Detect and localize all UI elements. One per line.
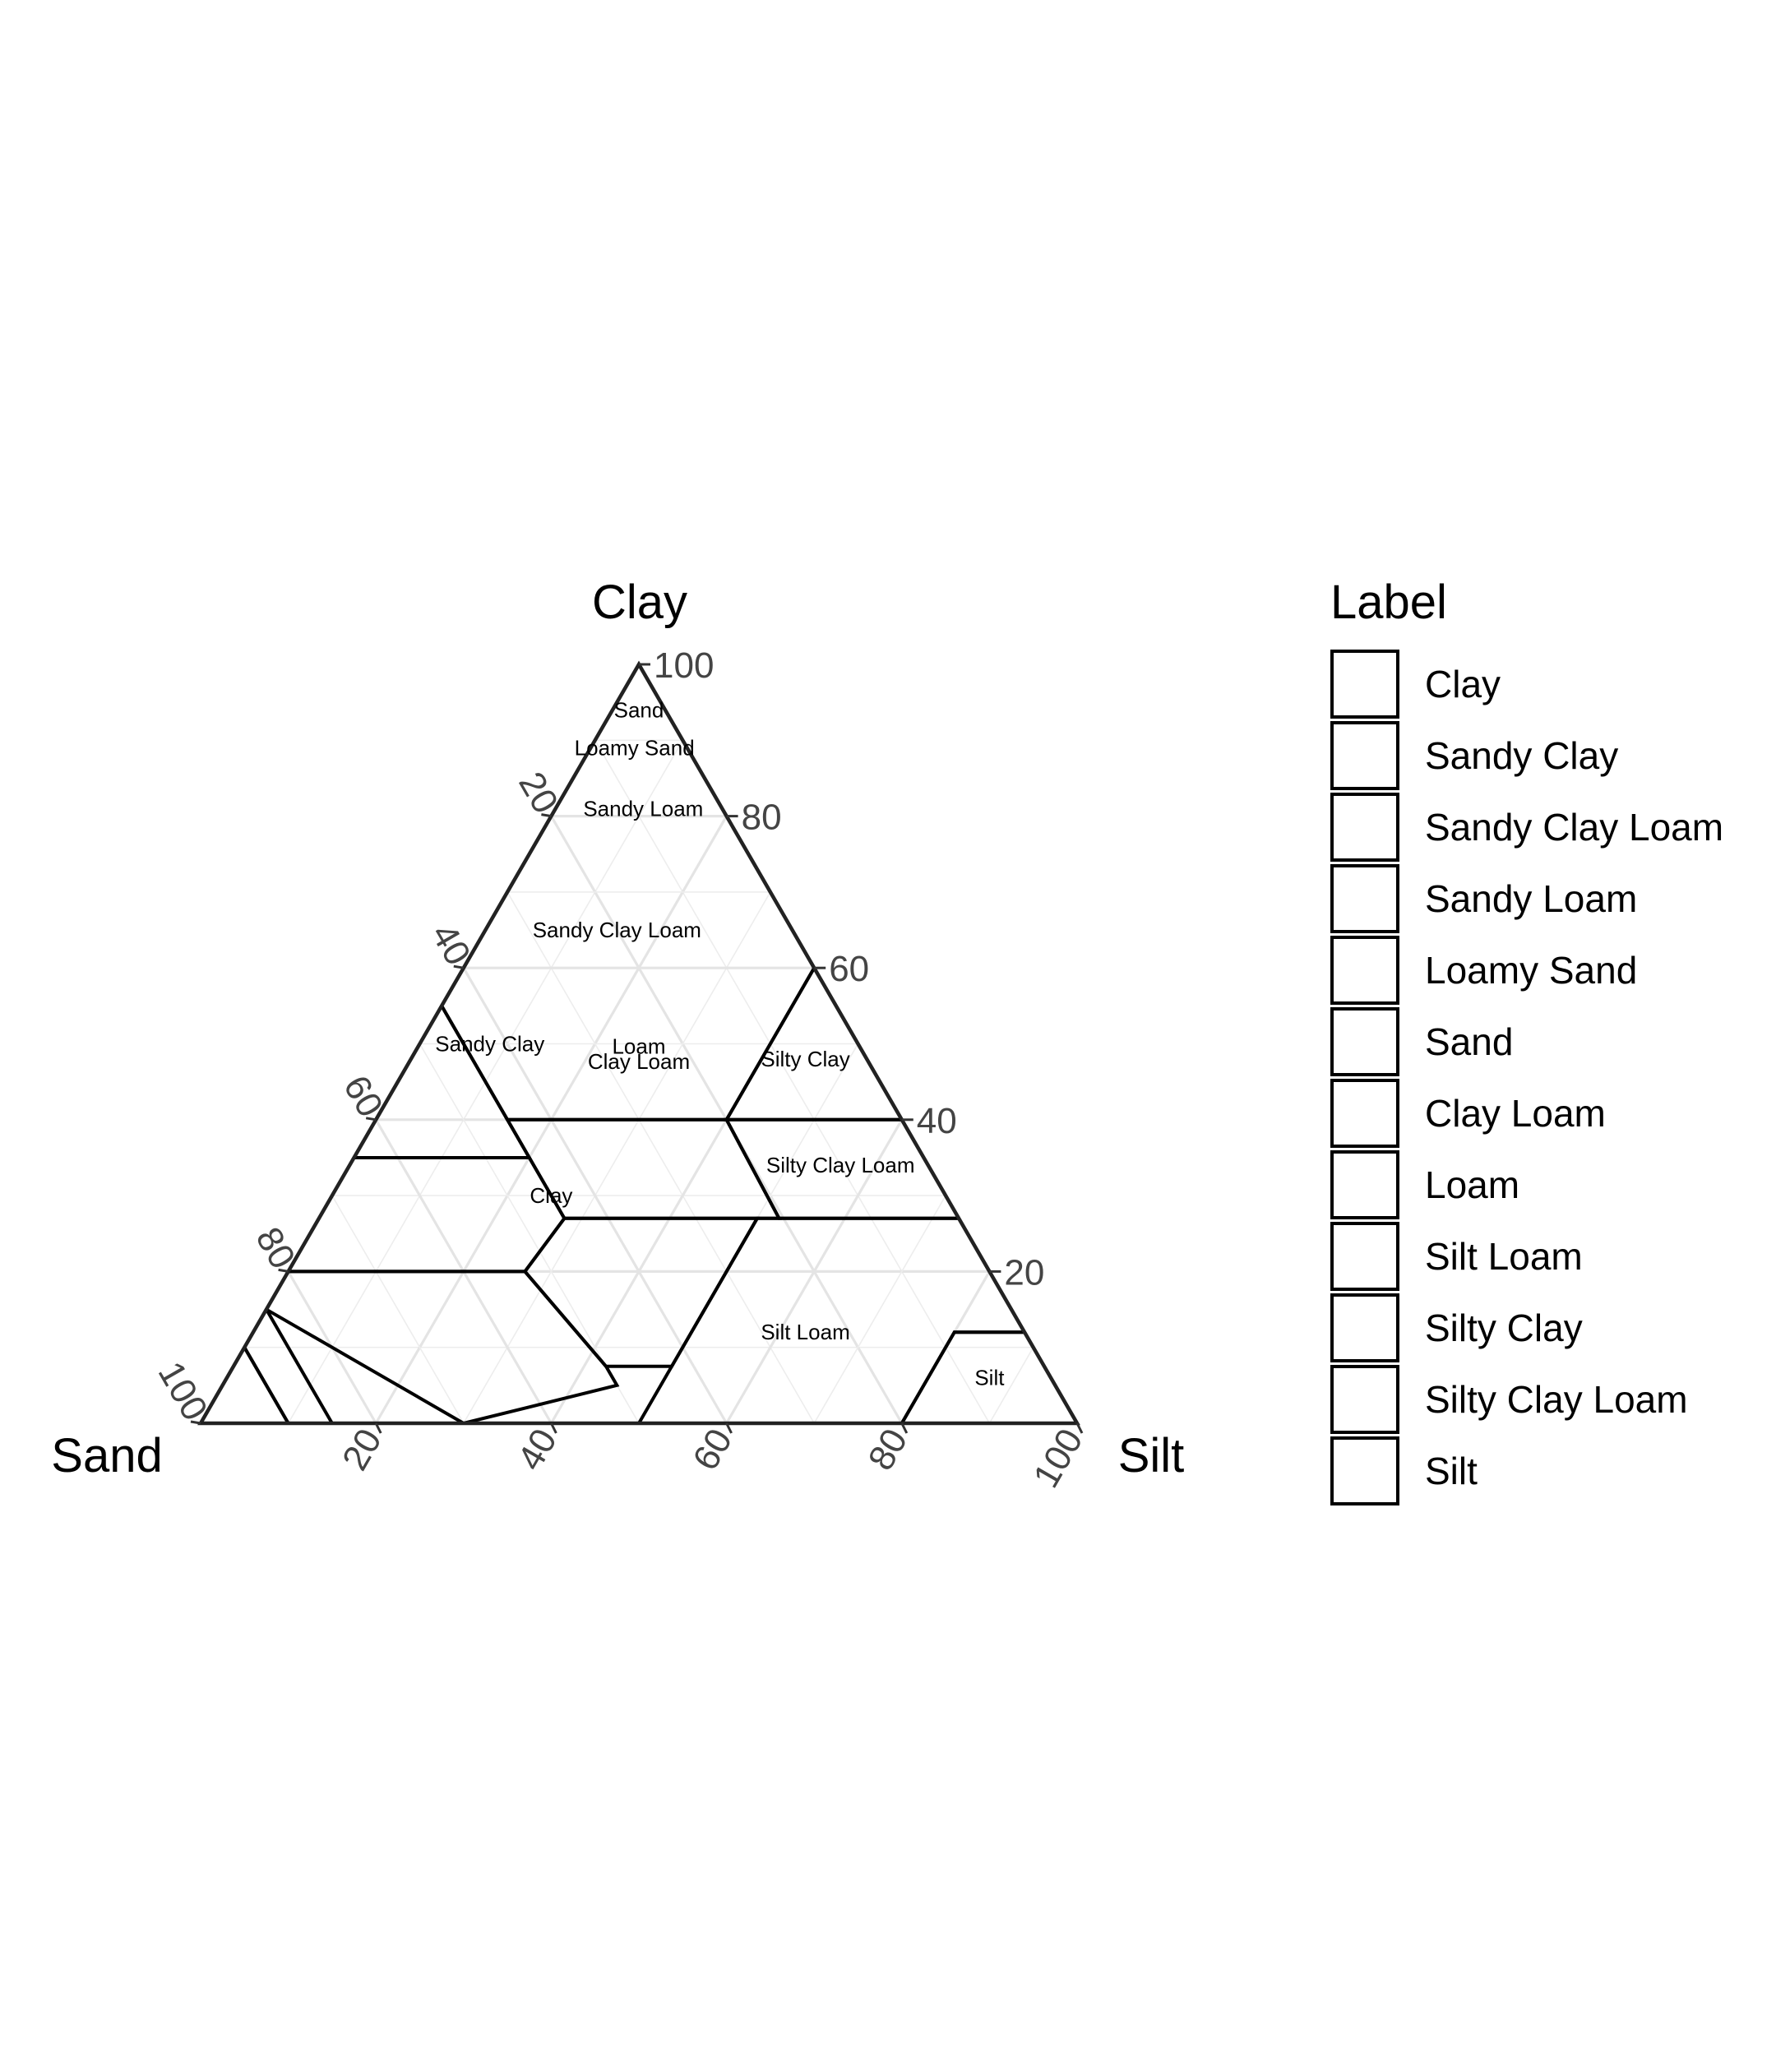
tick-label-clay-60: 60 (829, 949, 869, 989)
legend-key-sandy-clay (1330, 721, 1399, 790)
legend-label-clay: Clay (1425, 663, 1501, 705)
legend-label-silty-clay: Silty Clay (1425, 1307, 1583, 1349)
grid-line-silt-70 (813, 1195, 946, 1424)
tick-mark-silt-60 (725, 1422, 733, 1434)
region-loam (522, 1216, 761, 1368)
legend-key-loam (1330, 1150, 1399, 1219)
tick-label-silt-20: 20 (335, 1422, 390, 1478)
legend-item-sandy-clay-loam: Sandy Clay Loam (1330, 793, 1723, 862)
legend-item-silt-loam: Silt Loam (1330, 1222, 1583, 1291)
region-sandy-clay-loam (285, 1155, 567, 1274)
legend-label-sand: Sand (1425, 1020, 1513, 1063)
tick-label-sand-20: 20 (511, 765, 566, 821)
legend-item-sand: Sand (1330, 1007, 1513, 1076)
legend: Label Clay Sandy Clay Sandy Clay Loam Sandy… (1330, 576, 1723, 1505)
triangle-outline (197, 660, 1080, 1426)
legend-item-loamy-sand: Loamy Sand (1330, 936, 1637, 1005)
legend-item-clay-loam: Clay Loam (1330, 1079, 1606, 1148)
legend-key-silt-loam (1330, 1222, 1399, 1291)
region-sand (197, 1344, 292, 1425)
tick-label-sand-80: 80 (247, 1221, 303, 1276)
region-label-clay: Clay (530, 1183, 572, 1208)
legend-items: Clay Sandy Clay Sandy Clay Loam Sandy Loam L… (1330, 650, 1723, 1505)
legend-key-sand (1330, 1007, 1399, 1076)
legend-item-sandy-clay: Sandy Clay (1330, 721, 1618, 790)
legend-item-sandy-loam: Sandy Loam (1330, 864, 1637, 933)
region-label-loam: Loam (612, 1034, 665, 1058)
tick-mark-sand-60 (365, 1117, 377, 1122)
tick-mark-silt-40 (550, 1422, 557, 1434)
region-label-silt-loam: Silt Loam (761, 1320, 849, 1344)
grid-line-silt-90 (988, 1347, 1034, 1424)
legend-label-silty-clay-loam: Silty Clay Loam (1425, 1378, 1688, 1421)
legend-key-silty-clay-loam (1330, 1365, 1399, 1434)
tick-label-clay-100: 100 (654, 645, 714, 686)
texture-region-labels: Clay Sandy Clay Sandy Clay Loam Sandy Loam L… (435, 697, 1005, 1390)
legend-key-silty-clay (1330, 1293, 1399, 1362)
legend-key-clay (1330, 650, 1399, 719)
tick-mark-sand-100 (190, 1420, 201, 1425)
grid-line-sand-70 (331, 1195, 465, 1424)
grid-line-silt-60 (725, 1118, 904, 1424)
region-label-silty-clay: Silty Clay (761, 1047, 849, 1071)
grid-line-sand-30 (506, 891, 815, 1424)
tick-label-clay-80: 80 (742, 798, 782, 838)
tick-mark-silt-20 (374, 1422, 382, 1434)
legend-key-loamy-sand (1330, 936, 1399, 1005)
region-label-sandy-clay-loam: Sandy Clay Loam (533, 918, 701, 942)
region-label-sand: Sand (614, 697, 664, 722)
tick-mark-silt-100 (1075, 1422, 1084, 1434)
tick-label-clay-40: 40 (917, 1101, 957, 1141)
region-label-silty-clay-loam: Silty Clay Loam (766, 1153, 915, 1177)
region-label-clay-loam: Clay Loam (588, 1049, 690, 1074)
tick-label-sand-40: 40 (423, 917, 479, 972)
legend-label-sandy-loam: Sandy Loam (1425, 877, 1637, 920)
legend-item-silty-clay-loam: Silty Clay Loam (1330, 1365, 1688, 1434)
legend-title: Label (1330, 576, 1447, 629)
legend-label-loamy-sand: Loamy Sand (1425, 949, 1637, 992)
region-label-sandy-loam: Sandy Loam (583, 796, 703, 821)
legend-key-silt (1330, 1436, 1399, 1505)
region-label-sandy-clay: Sandy Clay (435, 1032, 544, 1057)
tick-label-clay-20: 20 (1004, 1252, 1044, 1293)
region-label-loamy-sand: Loamy Sand (575, 736, 695, 761)
axis-title-silt: Silt (1118, 1429, 1185, 1482)
grid-line-sand-10 (594, 739, 991, 1424)
tick-label-silt-40: 40 (510, 1422, 565, 1478)
legend-key-sandy-clay-loam (1330, 793, 1399, 862)
legend-key-clay-loam (1330, 1079, 1399, 1148)
grid-line-silt-30 (463, 891, 771, 1424)
legend-label-clay-loam: Clay Loam (1425, 1092, 1606, 1135)
legend-item-silt: Silt (1330, 1436, 1478, 1505)
tick-label-silt-80: 80 (861, 1422, 916, 1478)
tick-mark-sand-20 (541, 813, 552, 818)
legend-item-clay: Clay (1330, 650, 1501, 719)
axis-title-sand: Sand (51, 1429, 162, 1482)
legend-label-sandy-clay: Sandy Clay (1425, 734, 1618, 777)
tick-label-silt-60: 60 (685, 1422, 740, 1478)
legend-label-silt-loam: Silt Loam (1425, 1235, 1583, 1278)
legend-label-sandy-clay-loam: Sandy Clay Loam (1425, 806, 1723, 849)
tick-mark-sand-80 (278, 1268, 289, 1273)
legend-item-silty-clay: Silty Clay (1330, 1293, 1583, 1362)
legend-label-silt: Silt (1425, 1450, 1478, 1492)
tick-label-sand-60: 60 (335, 1069, 391, 1124)
legend-item-loam: Loam (1330, 1150, 1519, 1219)
tick-mark-sand-40 (453, 964, 465, 969)
axis-title-clay: Clay (592, 576, 687, 629)
tick-mark-silt-80 (900, 1422, 909, 1434)
legend-label-loam: Loam (1425, 1163, 1519, 1206)
region-label-silt: Silt (974, 1366, 1005, 1390)
legend-key-sandy-loam (1330, 864, 1399, 933)
